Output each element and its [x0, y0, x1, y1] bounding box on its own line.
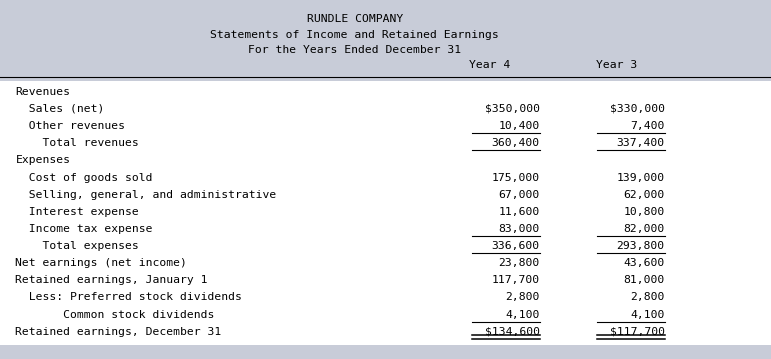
Text: 11,600: 11,600	[498, 207, 540, 217]
Text: 2,800: 2,800	[505, 293, 540, 303]
Text: 4,100: 4,100	[505, 309, 540, 320]
Text: 10,800: 10,800	[623, 207, 665, 217]
Text: Year 4: Year 4	[469, 60, 510, 70]
Text: 43,600: 43,600	[623, 258, 665, 268]
Text: 67,000: 67,000	[498, 190, 540, 200]
Text: 7,400: 7,400	[630, 121, 665, 131]
Text: $350,000: $350,000	[485, 104, 540, 114]
Text: Revenues: Revenues	[15, 87, 70, 97]
Text: Total revenues: Total revenues	[15, 138, 140, 148]
Text: Other revenues: Other revenues	[15, 121, 126, 131]
Text: 117,700: 117,700	[492, 275, 540, 285]
Text: 360,400: 360,400	[492, 138, 540, 148]
Text: 81,000: 81,000	[623, 275, 665, 285]
Text: Total expenses: Total expenses	[15, 241, 140, 251]
Text: $134,600: $134,600	[485, 327, 540, 337]
Text: 23,800: 23,800	[498, 258, 540, 268]
Text: Interest expense: Interest expense	[15, 207, 140, 217]
Text: Retained earnings, January 1: Retained earnings, January 1	[15, 275, 208, 285]
FancyBboxPatch shape	[0, 81, 771, 345]
Text: RUNDLE COMPANY: RUNDLE COMPANY	[307, 14, 402, 24]
Text: 337,400: 337,400	[617, 138, 665, 148]
Text: Net earnings (net income): Net earnings (net income)	[15, 258, 187, 268]
Text: Statements of Income and Retained Earnings: Statements of Income and Retained Earnin…	[210, 30, 499, 40]
Text: 336,600: 336,600	[492, 241, 540, 251]
Text: Selling, general, and administrative: Selling, general, and administrative	[15, 190, 277, 200]
Text: 139,000: 139,000	[617, 173, 665, 182]
Text: Expenses: Expenses	[15, 155, 70, 165]
FancyBboxPatch shape	[0, 345, 771, 359]
Text: 10,400: 10,400	[498, 121, 540, 131]
Text: $117,700: $117,700	[610, 327, 665, 337]
Text: 62,000: 62,000	[623, 190, 665, 200]
FancyBboxPatch shape	[0, 0, 771, 81]
Text: Common stock dividends: Common stock dividends	[15, 309, 215, 320]
Text: 293,800: 293,800	[617, 241, 665, 251]
Text: 83,000: 83,000	[498, 224, 540, 234]
Text: For the Years Ended December 31: For the Years Ended December 31	[248, 45, 461, 55]
Text: Sales (net): Sales (net)	[15, 104, 105, 114]
Text: Income tax expense: Income tax expense	[15, 224, 153, 234]
Text: 4,100: 4,100	[630, 309, 665, 320]
Text: 175,000: 175,000	[492, 173, 540, 182]
Text: Less: Preferred stock dividends: Less: Preferred stock dividends	[15, 293, 242, 303]
Text: Cost of goods sold: Cost of goods sold	[15, 173, 153, 182]
Text: $330,000: $330,000	[610, 104, 665, 114]
Text: 82,000: 82,000	[623, 224, 665, 234]
Text: Year 3: Year 3	[596, 60, 638, 70]
Text: Retained earnings, December 31: Retained earnings, December 31	[15, 327, 222, 337]
Text: 2,800: 2,800	[630, 293, 665, 303]
